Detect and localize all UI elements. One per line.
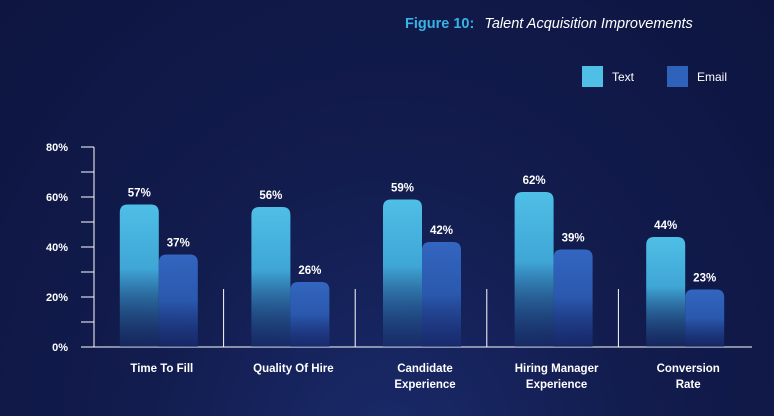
- bar-email: [422, 242, 461, 347]
- legend-label-text: Text: [612, 69, 635, 84]
- legend-swatch-email: [667, 66, 688, 87]
- bar-text: [251, 207, 291, 347]
- x-tick-label: Rate: [676, 379, 701, 391]
- x-tick-label: Experience: [394, 379, 455, 391]
- legend-swatch-text: [582, 66, 603, 87]
- legend-item-email: Email: [667, 66, 727, 87]
- legend-item-text: Text: [582, 66, 634, 87]
- data-label: 42%: [430, 225, 453, 237]
- bar-email: [553, 249, 593, 347]
- y-tick-label: 0%: [52, 342, 68, 354]
- y-tick-label: 60%: [46, 192, 68, 204]
- x-tick-label: Experience: [526, 379, 587, 391]
- data-label: 37%: [167, 238, 190, 250]
- figure-label: Figure 10:: [405, 16, 475, 32]
- bar-email: [685, 289, 725, 347]
- data-label: 23%: [693, 273, 716, 285]
- data-label: 62%: [523, 175, 546, 187]
- legend-label-email: Email: [697, 69, 728, 84]
- bar-text: [119, 204, 159, 347]
- data-label: 44%: [654, 220, 677, 232]
- x-tick-label: Candidate: [397, 363, 453, 375]
- bar-text: [514, 192, 554, 347]
- chart-title: Figure 10: Talent Acquisition Improvemen…: [405, 16, 693, 32]
- x-tick-label: Conversion: [657, 363, 720, 375]
- data-label: 56%: [259, 190, 282, 202]
- data-label: 26%: [298, 265, 321, 277]
- figure-title: Talent Acquisition Improvements: [484, 16, 693, 32]
- y-tick-label: 40%: [46, 242, 68, 254]
- x-tick-label: Time To Fill: [130, 363, 193, 375]
- data-label: 59%: [391, 183, 414, 195]
- x-tick-label: Hiring Manager: [515, 363, 599, 375]
- data-label: 57%: [128, 188, 151, 200]
- y-tick-label: 80%: [46, 142, 68, 154]
- x-tick-label: Quality Of Hire: [253, 363, 334, 375]
- bar-text: [383, 199, 422, 347]
- bar-text: [646, 237, 686, 347]
- y-tick-label: 20%: [46, 292, 68, 304]
- bar-email: [158, 254, 198, 347]
- bar-email: [290, 282, 330, 347]
- data-label: 39%: [562, 233, 585, 245]
